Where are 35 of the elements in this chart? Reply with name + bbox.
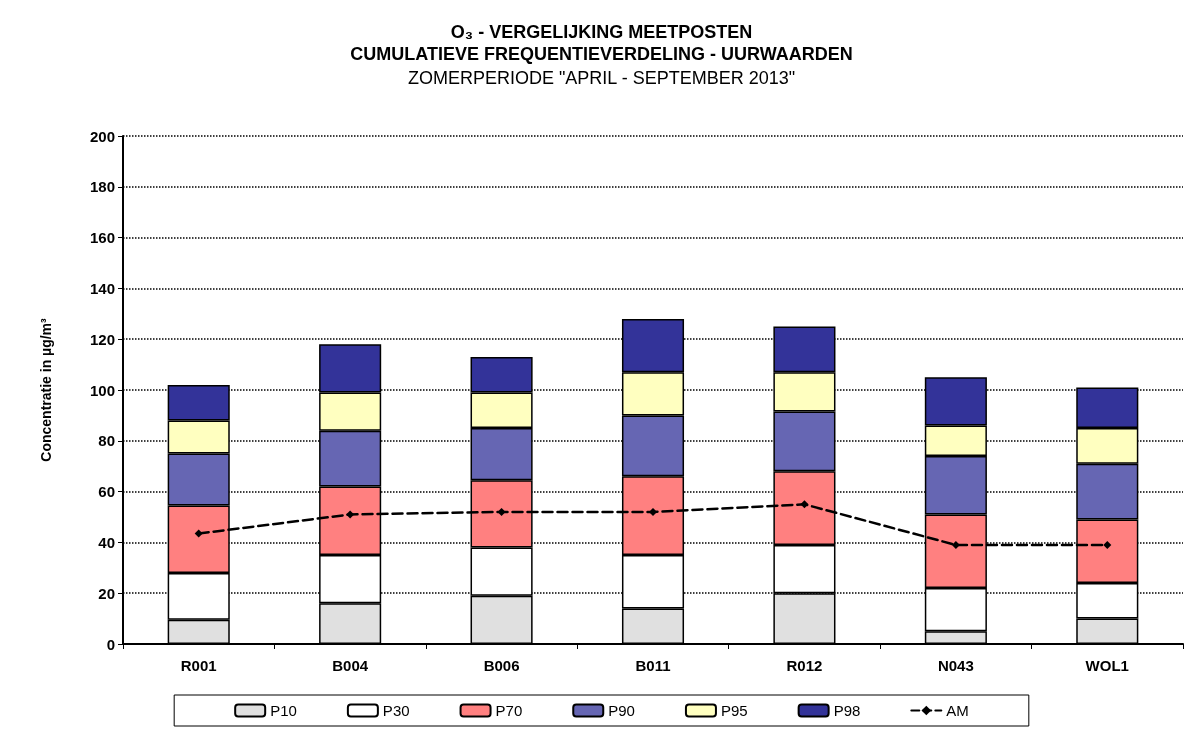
y-tick-label: 120	[89, 330, 115, 348]
y-axis-title: Concentratie in µg/m³	[38, 317, 54, 462]
y-tick-label: 100	[89, 381, 115, 399]
point	[649, 507, 657, 516]
x-tick-label: R001	[180, 657, 217, 674]
legend-label: P95	[720, 702, 748, 719]
y-tick-label: 200	[89, 127, 115, 145]
x-tick-label: R012	[786, 657, 823, 674]
point	[800, 500, 809, 509]
x-tick-label: WOL1	[1085, 657, 1129, 674]
y-tick-label: 160	[89, 229, 115, 247]
point	[1103, 540, 1112, 549]
y-tick-label: 60	[98, 483, 115, 501]
legend-label: P70	[495, 702, 523, 719]
y-tick-label: 80	[98, 432, 115, 450]
legend-label: P98	[833, 702, 861, 719]
y-tick-label: 140	[89, 279, 115, 297]
legend-label: AM	[946, 702, 969, 719]
y-tick-label: 40	[98, 533, 115, 551]
point	[497, 507, 506, 516]
x-tick-label: B004	[332, 657, 369, 674]
chart-title: O₃ - VERGELIJKING MEETPOSTEN CUMULATIEVE FREQUENTIEVERDELING - UURWAARDEN	[350, 22, 853, 64]
y-tick-label: 180	[89, 178, 115, 196]
y-tick-label: 20	[98, 584, 115, 602]
point	[346, 510, 355, 519]
x-tick-label: B006	[483, 657, 520, 674]
x-tick-label: N043	[937, 657, 974, 674]
y-tick-label: 0	[106, 635, 115, 653]
chart-subtitle: ZOMERPERIODE "APRIL - SEPTEMBER 2013"	[407, 68, 796, 88]
legend-label: P10	[270, 702, 297, 719]
point	[194, 529, 203, 538]
legend-label: P90	[608, 702, 635, 719]
point	[951, 540, 960, 549]
legend-label: P30	[382, 702, 410, 719]
x-tick-label: B011	[635, 657, 671, 674]
